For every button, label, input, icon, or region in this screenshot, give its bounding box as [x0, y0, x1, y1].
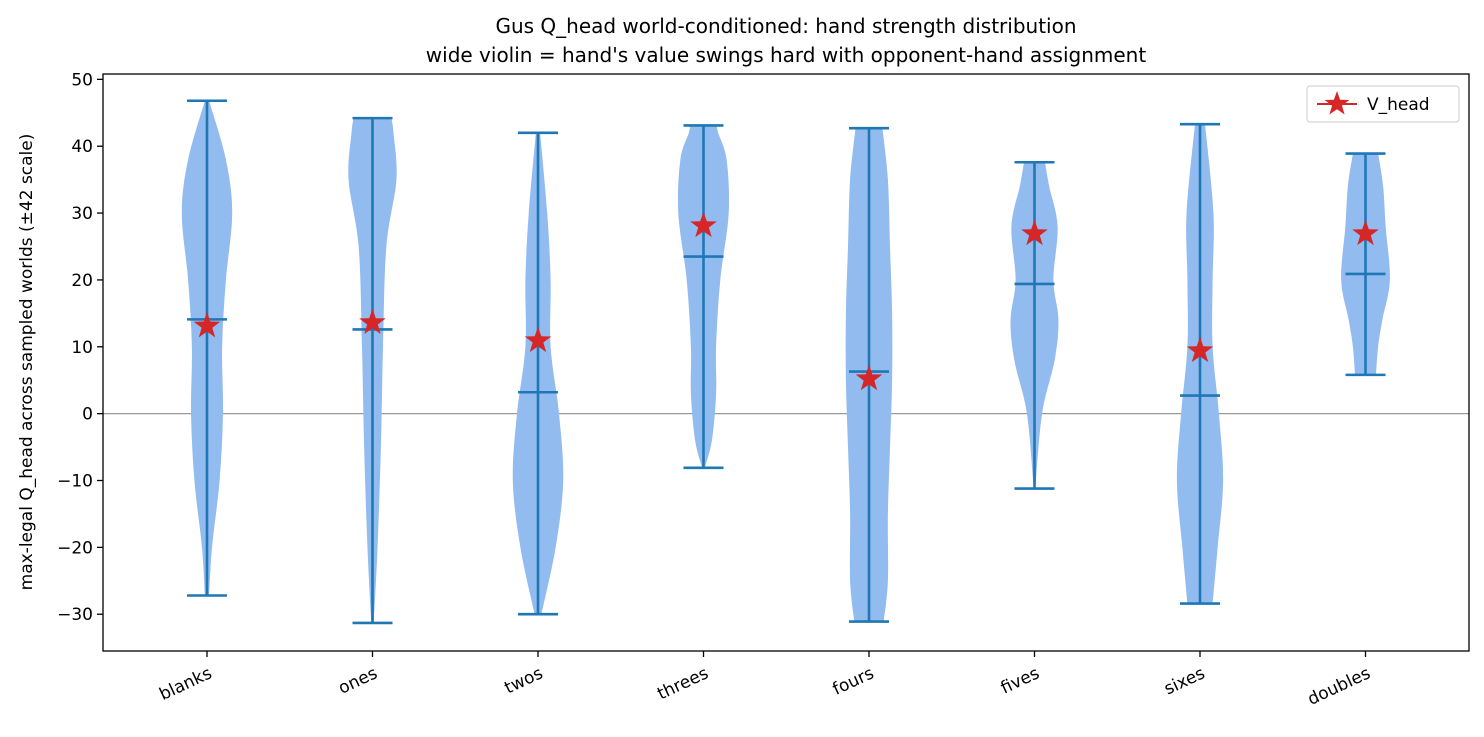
y-axis-label: max-legal Q_head across sampled worlds (… — [17, 134, 37, 591]
x-tick-label: ones — [335, 663, 380, 698]
x-tick-label: fours — [830, 663, 878, 699]
x-tick-label: twos — [502, 663, 547, 698]
y-tick-label: −10 — [57, 472, 93, 492]
legend: V_head — [1306, 85, 1460, 123]
legend-box — [1306, 85, 1460, 123]
y-tick-label: 0 — [82, 405, 93, 425]
plot-area: −30 −20 −10 0 10 20 30 40 50 blanks ones twos threes… — [57, 70, 1470, 710]
legend-star-marker — [1324, 91, 1350, 115]
chart-subtitle: wide violin = hand's value swings hard w… — [426, 43, 1147, 67]
y-tick-label: −30 — [57, 605, 93, 625]
x-tick-label: blanks — [156, 663, 215, 705]
v-head-marker-doubles — [1352, 219, 1379, 246]
v-head-marker-fives — [1021, 219, 1048, 246]
v-head-marker-ones — [359, 308, 386, 335]
y-tick-label: 20 — [71, 271, 93, 291]
v-head-marker-fours — [855, 364, 883, 391]
x-tick-label: doubles — [1305, 663, 1374, 709]
v-head-marker-blanks — [193, 312, 221, 338]
y-tick-label: 10 — [71, 338, 93, 358]
axes-frame — [102, 73, 1470, 652]
y-tick-label: 40 — [71, 137, 93, 157]
legend-label: V_head — [1367, 95, 1430, 115]
x-tick-label: threes — [654, 663, 711, 704]
y-tick-label: 30 — [71, 204, 93, 224]
chart-title: Gus Q_head world-conditioned: hand stren… — [495, 14, 1076, 38]
y-tick-label: 50 — [71, 70, 93, 90]
y-tick-label: −20 — [57, 538, 93, 558]
v-head-marker-sixes — [1186, 336, 1214, 363]
x-tick-label: fives — [998, 663, 1043, 698]
v-head-marker-threes — [690, 211, 717, 238]
v-head-marker-twos — [524, 326, 552, 353]
x-tick-label: sixes — [1161, 663, 1208, 699]
